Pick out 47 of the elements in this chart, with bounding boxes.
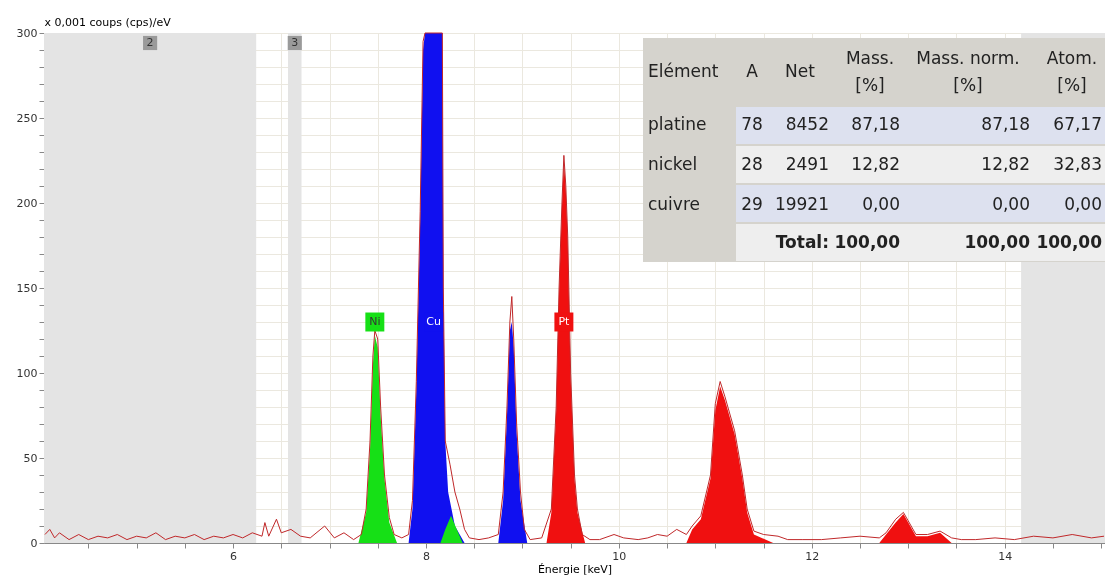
annotation: 19921 bbox=[774, 194, 829, 214]
annotation: 0,00 bbox=[862, 194, 900, 214]
annotation: 12,82 bbox=[981, 154, 1030, 174]
annotation: Atom. [%] bbox=[1046, 48, 1098, 95]
annotation: 2491 bbox=[785, 154, 829, 174]
annotation: platine bbox=[648, 114, 707, 134]
annotation: 29 bbox=[741, 194, 763, 214]
x-tick-label: 12 bbox=[805, 549, 820, 563]
annotation: 100,00 bbox=[1036, 232, 1103, 252]
annotation: 100,00 bbox=[834, 232, 901, 252]
y-tick-label: 150 bbox=[16, 281, 38, 295]
band-label: 2 bbox=[146, 36, 154, 49]
y-tick-label: 300 bbox=[16, 26, 38, 40]
annotation: 87,18 bbox=[981, 114, 1030, 134]
annotation: 100,00 bbox=[964, 232, 1031, 252]
annotation: 8452 bbox=[785, 114, 829, 134]
annotation: 87,18 bbox=[851, 114, 900, 134]
x-axis-title: Énergie [keV] bbox=[537, 562, 613, 576]
annotation: nickel bbox=[648, 154, 698, 174]
annotation: 78 bbox=[741, 114, 763, 134]
annotation: 28 bbox=[741, 154, 763, 174]
y-tick-label: 200 bbox=[16, 196, 38, 210]
band-label: 3 bbox=[291, 36, 299, 49]
x-tick-label: 8 bbox=[422, 549, 430, 563]
x-tick-label: 10 bbox=[612, 549, 627, 563]
x-tick-label: 6 bbox=[230, 549, 238, 563]
y-tick-label: 0 bbox=[30, 536, 38, 550]
y-tick-label: 250 bbox=[16, 111, 38, 125]
annotation: Net bbox=[785, 61, 816, 81]
y-axis-title: x 0,001 coups (cps)/eV bbox=[44, 15, 172, 29]
annotation: 0,00 bbox=[1064, 194, 1102, 214]
annotation: Mass. [%] bbox=[845, 48, 895, 95]
annotation: 67,17 bbox=[1053, 114, 1102, 134]
annotation: cuivre bbox=[648, 194, 700, 214]
annotation: Mass. norm. [%] bbox=[916, 48, 1020, 95]
series-label: Cu bbox=[426, 315, 441, 328]
x-tick-label: 14 bbox=[998, 549, 1013, 563]
series-label: Pt bbox=[558, 315, 571, 328]
series-label: Ni bbox=[369, 315, 381, 328]
y-tick-label: 100 bbox=[16, 366, 38, 380]
annotation: 12,82 bbox=[851, 154, 900, 174]
y-tick-label: 50 bbox=[23, 451, 38, 465]
annotation: Total: bbox=[775, 232, 829, 252]
annotation: 32,83 bbox=[1053, 154, 1102, 174]
annotation: A bbox=[746, 61, 759, 81]
annotation: Elément bbox=[648, 61, 719, 81]
annotation: 0,00 bbox=[992, 194, 1030, 214]
